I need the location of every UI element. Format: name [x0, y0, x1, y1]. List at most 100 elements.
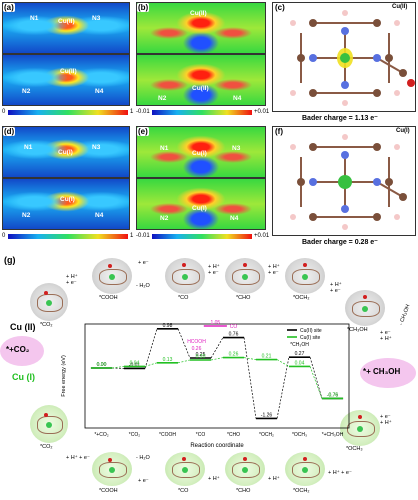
atom-cu2-label: Cu(II) — [58, 18, 75, 25]
step-bot-och2: *OCH₂ — [293, 488, 310, 494]
arrow-top-3: + H⁺ + e⁻ — [208, 264, 220, 276]
arrow-bot-2b: + e⁻ — [138, 478, 149, 484]
atom-n1-label: N1 — [30, 15, 39, 22]
atom-n1-label-e: N1 — [160, 145, 169, 152]
cdd-colorbar — [152, 110, 252, 115]
cu2-series-connector — [309, 357, 323, 399]
y-axis-label: Free energy (eV) — [61, 355, 67, 397]
atom-n3-label: N3 — [92, 15, 101, 22]
cdd-map-cu2-upper — [136, 2, 266, 54]
bader-structure-cu2 — [272, 2, 416, 112]
elf-map-cu2-upper — [2, 2, 130, 54]
panel-label-a: (a) — [3, 3, 15, 12]
step-bot-co2: *CO₂ — [40, 444, 53, 450]
free-energy-chart: Free energy (eV) Reaction coordinate *+CO₂… — [61, 320, 350, 449]
step-top-co: *CO — [178, 295, 189, 301]
x-tick-label: *COOH — [159, 432, 176, 438]
cdd-colorbar-min: -0.01 — [136, 109, 150, 115]
atom-n4-label: N4 — [95, 88, 104, 95]
arrow-top-4: + H⁺ + e⁻ — [268, 264, 280, 276]
legend-label: Cu(I) site — [300, 335, 321, 341]
alt-co-label: CO — [230, 324, 238, 330]
elf-map-cu2-lower — [2, 54, 130, 106]
panel-label-b: (b) — [137, 3, 150, 12]
alt-ch3oh-label: *CH₃OH — [290, 342, 309, 348]
mol-bot-cho — [225, 452, 265, 486]
cu1-series-value-label: 0.20 — [196, 354, 206, 360]
cu2-series-value-label: -0.76 — [327, 392, 339, 398]
elf-colorbar-max: 1 — [130, 109, 134, 115]
cu1-series-value-label: 0.00 — [97, 362, 107, 368]
atom-n4-label-e: N4 — [230, 215, 239, 222]
bader-c-site-label: Cu(II) — [392, 4, 408, 10]
atom-n2-label-d: N2 — [22, 212, 31, 219]
mol-top-och2 — [285, 258, 325, 294]
atom-cu2-label-lower: Cu(II) — [60, 68, 77, 75]
cu2-series-value-label: 0.25 — [196, 352, 206, 358]
x-tick-label: *OCH₃ — [292, 432, 307, 438]
alt-hcooh-label: HCOOH — [187, 339, 206, 345]
elf-colorbar-d-max: 1 — [130, 233, 134, 239]
atom-n3-label-e: N3 — [232, 145, 241, 152]
cu2-series-connector — [243, 337, 257, 419]
step-top-ch3oh: *CH₃OH — [347, 327, 368, 333]
mol-top-co — [165, 258, 205, 294]
cu1-series-connector — [112, 366, 124, 369]
bader-f-site-label: Cu(I) — [396, 128, 410, 134]
mol-top-cho — [225, 258, 265, 294]
cdd-colorbar-e-max: +0.01 — [254, 233, 270, 239]
molecule-structure-cu2 — [290, 10, 415, 106]
arrow-top-2: + e⁻ — [138, 260, 149, 266]
elf-colorbar-d-min: 0 — [2, 233, 6, 239]
cu2-series-value-label: 0.76 — [229, 332, 239, 338]
atom-n2-label-b: N2 — [158, 95, 167, 102]
atom-cu1-label-e-lower: Cu(I) — [192, 205, 207, 212]
elf-colorbar-min: 0 — [2, 109, 6, 115]
atom-cu1-label-d-lower: Cu(I) — [60, 196, 75, 203]
cu2-series-connector — [276, 357, 290, 419]
alt-value-2: 1.05 — [210, 320, 220, 326]
cu1-series-value-label: 0.04 — [295, 360, 305, 366]
atom-n1-label-d: N1 — [24, 144, 33, 151]
legend-label: Cu(II) site — [300, 328, 322, 334]
cu1-series-connector — [309, 366, 323, 399]
cu1-series-value-label: 0.13 — [163, 357, 173, 363]
cu1-series-connector — [177, 359, 191, 364]
cu2-series-value-label: -1.26 — [261, 412, 273, 418]
bader-f-charge: Bader charge = 0.28 e⁻ — [302, 239, 378, 246]
arrow-bot-5: + H⁺ + e⁻ — [328, 470, 352, 476]
mol-top-ch3oh — [345, 290, 385, 326]
atom-cu1-label-d: Cu(I) — [58, 149, 73, 156]
arrow-top-5: + H⁺ + e⁻ — [330, 282, 342, 294]
step-bot-cho: *CHO — [236, 488, 251, 494]
x-tick-label: *+CH₃OH — [322, 432, 344, 438]
ch3oh-ellipse — [360, 358, 416, 388]
x-tick-label: *CO₂ — [129, 432, 140, 438]
chart-frame — [84, 323, 350, 429]
cu1-series-value-label: 0.26 — [229, 352, 239, 358]
elf-colorbar-d — [8, 234, 128, 239]
cu2-series-value-label: 0.00 — [97, 362, 107, 368]
panel-label-f: (f) — [274, 127, 284, 136]
cdd-colorbar-e — [152, 234, 252, 239]
arrow-bot-2: - H₂O — [136, 455, 150, 461]
step-bot-cooh: *COOH — [99, 488, 118, 494]
cu1-series-value-label: -0.76 — [327, 392, 339, 398]
mol-top-co2 — [30, 283, 68, 321]
mol-bot-co — [165, 452, 205, 486]
cu2-series-connector — [144, 328, 158, 369]
step-top-cho: *CHO — [236, 295, 251, 301]
mol-bot-och2 — [285, 452, 325, 486]
cu1-series-connector — [244, 357, 256, 360]
elf-colorbar — [8, 110, 128, 115]
atom-n4-label-b: N4 — [233, 95, 242, 102]
atom-n2-label-e: N2 — [160, 215, 169, 222]
step-top-och2: *OCH₂ — [293, 295, 310, 301]
mol-bot-co2 — [30, 405, 68, 443]
arrow-bot-6: + e⁻ + H⁺ — [380, 414, 392, 426]
arrow-bot-4: + H⁺ — [268, 476, 280, 482]
arrow-top-6: + e⁻ + H⁺ — [380, 330, 392, 342]
x-tick-label: *+CO₂ — [94, 432, 108, 438]
cu1-series-value-label: 0.04 — [130, 360, 140, 366]
molecule-structure-cu1 — [290, 134, 407, 230]
